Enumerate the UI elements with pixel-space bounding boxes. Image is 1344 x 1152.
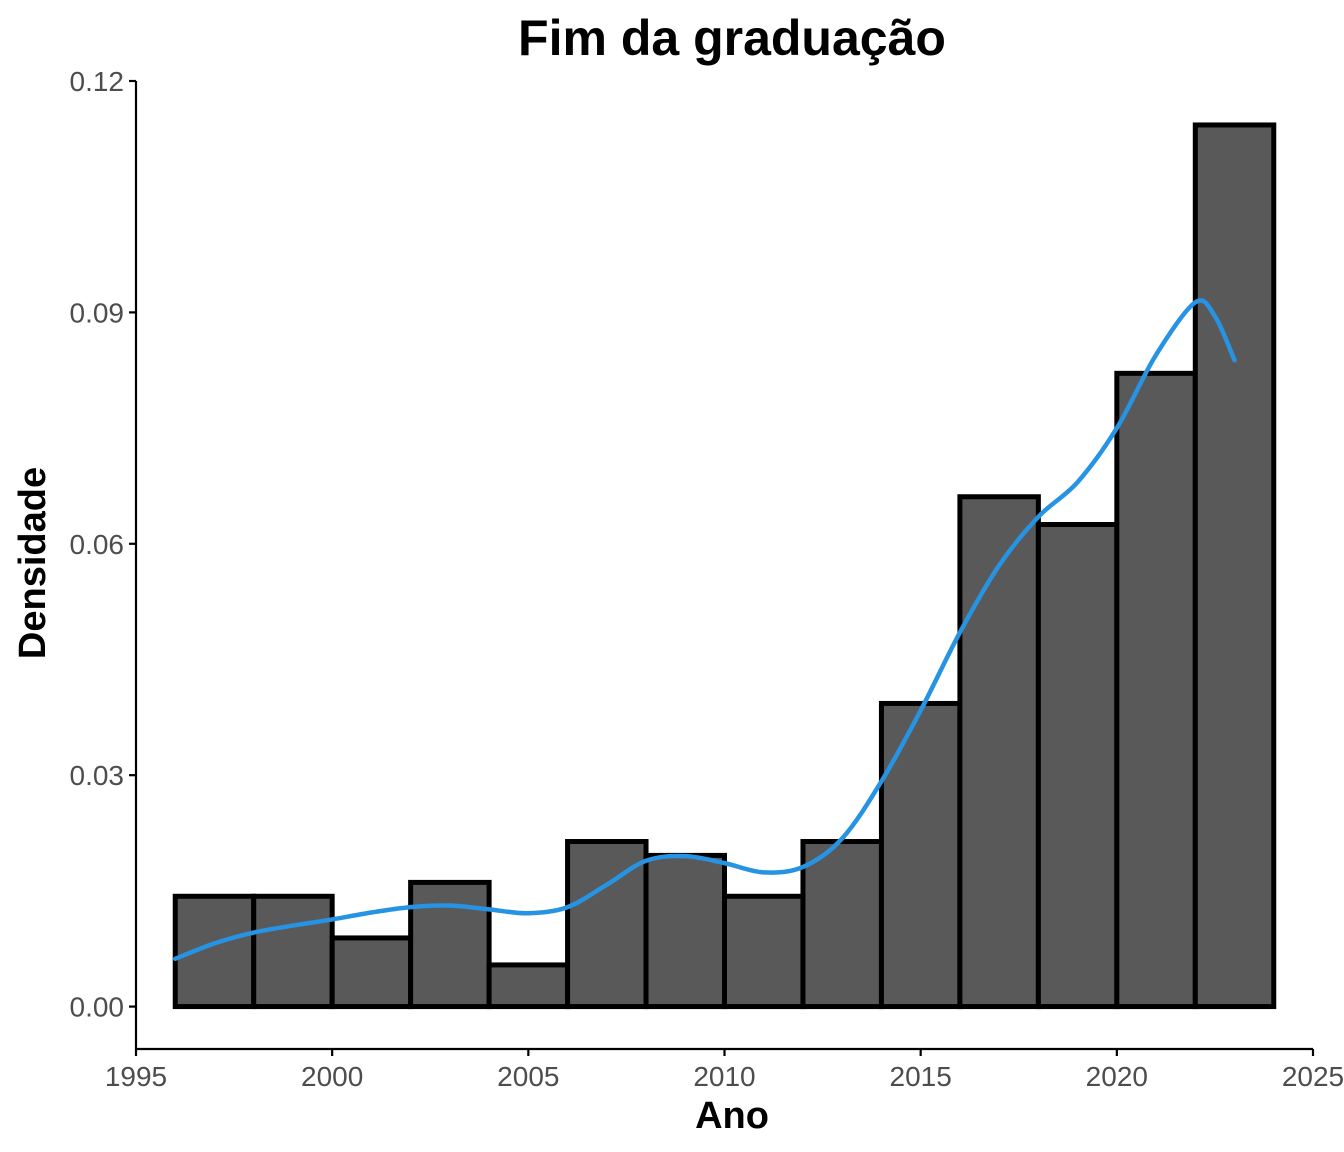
histogram-bar-8	[800, 839, 884, 1010]
y-tick-label: 0.12	[70, 66, 125, 97]
histogram-bar-12	[1114, 370, 1198, 1010]
y-tick-label: 0.06	[70, 529, 125, 560]
x-tick-label: 2020	[1086, 1061, 1148, 1092]
y-tick-label: 0.09	[70, 297, 125, 328]
x-tick-label: 2005	[497, 1061, 559, 1092]
y-axis-ticks: 0.00 0.03 0.06 0.09 0.12	[70, 66, 136, 1023]
histogram-bar-4	[486, 962, 571, 1010]
histogram-bar-2	[329, 935, 414, 1010]
histogram-bar-3	[408, 879, 492, 1010]
y-tick-label: 0.00	[70, 992, 125, 1023]
histogram-bar-9	[878, 700, 963, 1010]
x-axis-ticks: 1995 2000 2005 2010 2015 2020 2025	[105, 1049, 1344, 1092]
x-tick-label: 2010	[693, 1061, 755, 1092]
x-tick-label: 2025	[1282, 1061, 1344, 1092]
chart-title: Fim da graduação	[518, 10, 946, 66]
histogram-bar-0	[172, 893, 257, 1010]
histogram-bar-7	[722, 893, 806, 1010]
histogram-bar-6	[643, 852, 727, 1010]
x-axis-title: Ano	[695, 1095, 769, 1137]
y-axis-title: Densidade	[12, 467, 54, 659]
histogram-bar-10	[957, 494, 1041, 1010]
histogram-bars	[172, 122, 1277, 1010]
y-tick-label: 0.03	[70, 760, 125, 791]
histogram-bar-13	[1192, 122, 1277, 1010]
histogram-bar-11	[1035, 522, 1120, 1010]
density-curve	[172, 298, 1237, 962]
x-tick-label: 2015	[890, 1061, 952, 1092]
x-tick-label: 1995	[105, 1061, 167, 1092]
histogram-bar-1	[251, 893, 335, 1010]
x-tick-label: 2000	[301, 1061, 363, 1092]
